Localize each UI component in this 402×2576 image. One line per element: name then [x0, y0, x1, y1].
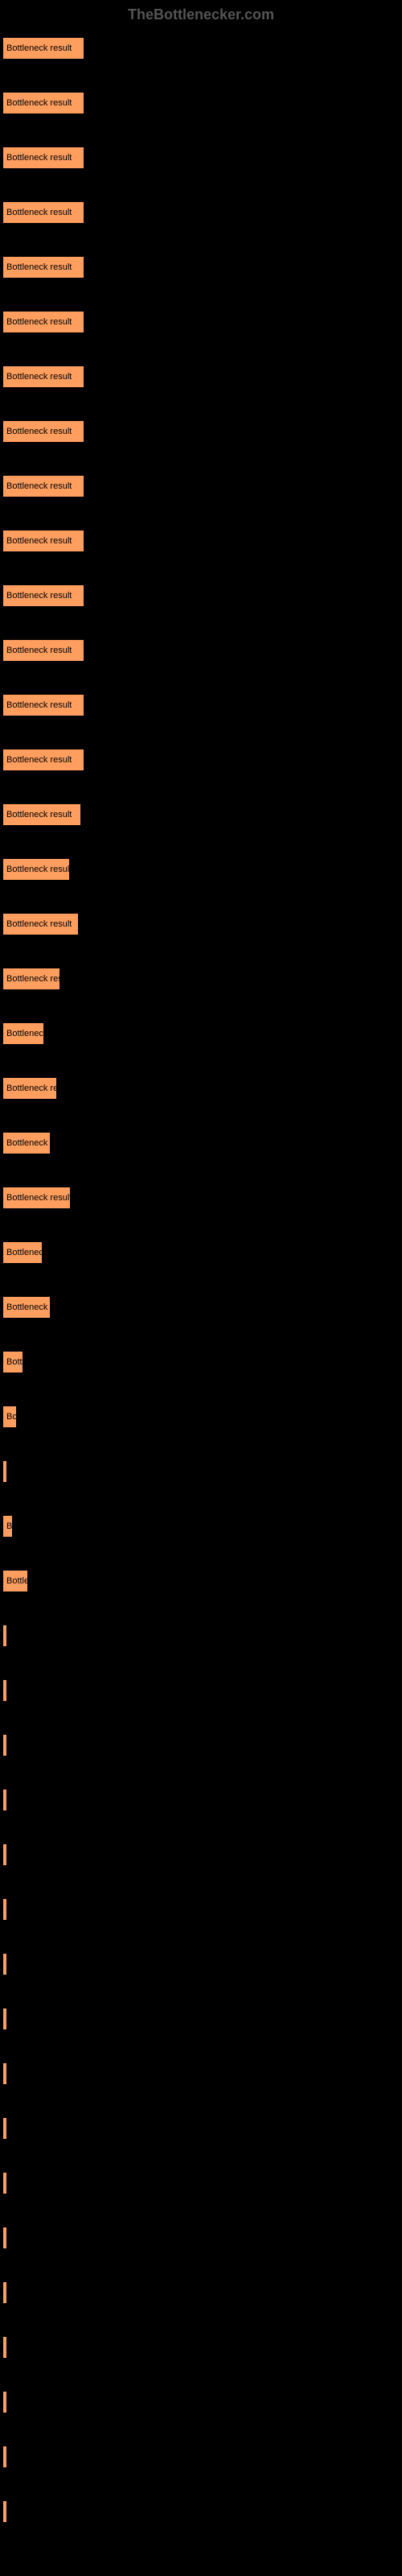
bar: Bottleneck result — [3, 2392, 6, 2413]
bar: Bottleneck result — [3, 914, 78, 935]
bar: Bottleneck result — [3, 2227, 6, 2248]
bar: Bottleneck result — [3, 1406, 16, 1427]
bar-row: Bottleneck result — [3, 2173, 402, 2194]
bar: Bottleneck result — [3, 38, 84, 59]
bar-row: Bottleneck result — [3, 1735, 402, 1756]
bar-row: Bottleneck result — [3, 1406, 402, 1427]
bar-row: Bottleneck result — [3, 1187, 402, 1208]
bar-row: Bottleneck result — [3, 1461, 402, 1482]
bar-row: Bottleneck result — [3, 1954, 402, 1975]
bar-row: Bottleneck result — [3, 859, 402, 880]
bar: Bottleneck result — [3, 1187, 70, 1208]
bar: Bottleneck result — [3, 2008, 6, 2029]
bar: Bottleneck result — [3, 530, 84, 551]
bar-row: Bottleneck result — [3, 1516, 402, 1537]
bar-row: Bottleneck result — [3, 749, 402, 770]
bar: Bottleneck result — [3, 1790, 6, 1810]
bar-row: Bottleneck result — [3, 1242, 402, 1263]
bar-row: Bottleneck result — [3, 1078, 402, 1099]
bar: Bottleneck result — [3, 1899, 6, 1920]
bar: Bottleneck result — [3, 1735, 6, 1756]
bar: Bottleneck result — [3, 312, 84, 332]
bar-row: Bottleneck result — [3, 38, 402, 59]
bar-row: Bottleneck result — [3, 2063, 402, 2084]
bar-row: Bottleneck result — [3, 1844, 402, 1865]
watermark-text: TheBottlenecker.com — [0, 0, 402, 30]
bar: Bottleneck result — [3, 1844, 6, 1865]
bar-row: Bottleneck result — [3, 2227, 402, 2248]
bar-row: Bottleneck result — [3, 530, 402, 551]
bar-row: Bottleneck result — [3, 93, 402, 114]
bar-row: Bottleneck result — [3, 640, 402, 661]
bar-row: Bottleneck result — [3, 366, 402, 387]
bar: Bottleneck result — [3, 585, 84, 606]
bar-row: Bottleneck result — [3, 421, 402, 442]
bar-row: Bottleneck result — [3, 1625, 402, 1646]
bar: Bottleneck result — [3, 1571, 27, 1591]
bar: Bottleneck result — [3, 2501, 6, 2522]
bar: Bottleneck result — [3, 1516, 12, 1537]
bar: Bottleneck result — [3, 421, 84, 442]
bar: Bottleneck result — [3, 859, 69, 880]
bar-row: Bottleneck result — [3, 585, 402, 606]
bar: Bottleneck result — [3, 1352, 23, 1373]
bar: Bottleneck result — [3, 640, 84, 661]
bar: Bottleneck result — [3, 1954, 6, 1975]
bar: Bottleneck result — [3, 366, 84, 387]
bar-row: Bottleneck result — [3, 2282, 402, 2303]
bar-row: Bottleneck result — [3, 2392, 402, 2413]
bar: Bottleneck result — [3, 1023, 43, 1044]
bar: Bottleneck result — [3, 2063, 6, 2084]
bar-row: Bottleneck result — [3, 202, 402, 223]
bar: Bottleneck result — [3, 1133, 50, 1154]
bar-row: Bottleneck result — [3, 1680, 402, 1701]
bar-row: Bottleneck result — [3, 2501, 402, 2522]
bar: Bottleneck result — [3, 1461, 6, 1482]
bar-row: Bottleneck result — [3, 476, 402, 497]
bar-row: Bottleneck result — [3, 2118, 402, 2139]
bar: Bottleneck result — [3, 202, 84, 223]
bar-row: Bottleneck result — [3, 257, 402, 278]
bar: Bottleneck result — [3, 968, 59, 989]
bar: Bottleneck result — [3, 257, 84, 278]
bar: Bottleneck result — [3, 1625, 6, 1646]
bar-row: Bottleneck result — [3, 2008, 402, 2029]
bar: Bottleneck result — [3, 1078, 56, 1099]
bar: Bottleneck result — [3, 2446, 6, 2467]
bar: Bottleneck result — [3, 695, 84, 716]
bar: Bottleneck result — [3, 1242, 42, 1263]
bar-chart: Bottleneck result Bottleneck result Bottle… — [0, 30, 402, 2564]
bar-row: Bottleneck result — [3, 1790, 402, 1810]
bar: Bottleneck result — [3, 147, 84, 168]
bar-row: Bottleneck result — [3, 968, 402, 989]
bar-row: Bottleneck result — [3, 312, 402, 332]
bar: Bottleneck result — [3, 2173, 6, 2194]
bar-row: Bottleneck result — [3, 1297, 402, 1318]
bar: Bottleneck result — [3, 476, 84, 497]
bar: Bottleneck result — [3, 1297, 50, 1318]
bar: Bottleneck result — [3, 2337, 6, 2358]
bar-row: Bottleneck result — [3, 804, 402, 825]
bar-row: Bottleneck result — [3, 2446, 402, 2467]
bar-row: Bottleneck result — [3, 1133, 402, 1154]
bar-row: Bottleneck result — [3, 1023, 402, 1044]
bar: Bottleneck result — [3, 1680, 6, 1701]
bar: Bottleneck result — [3, 2118, 6, 2139]
bar-row: Bottleneck result — [3, 914, 402, 935]
bar-row: Bottleneck result — [3, 2337, 402, 2358]
bar: Bottleneck result — [3, 749, 84, 770]
bar: Bottleneck result — [3, 804, 80, 825]
bar-row: Bottleneck result — [3, 1352, 402, 1373]
bar: Bottleneck result — [3, 93, 84, 114]
bar-row: Bottleneck result — [3, 147, 402, 168]
bar-row: Bottleneck result — [3, 1899, 402, 1920]
bar-row: Bottleneck result — [3, 1571, 402, 1591]
bar: Bottleneck result — [3, 2282, 6, 2303]
bar-row: Bottleneck result — [3, 695, 402, 716]
